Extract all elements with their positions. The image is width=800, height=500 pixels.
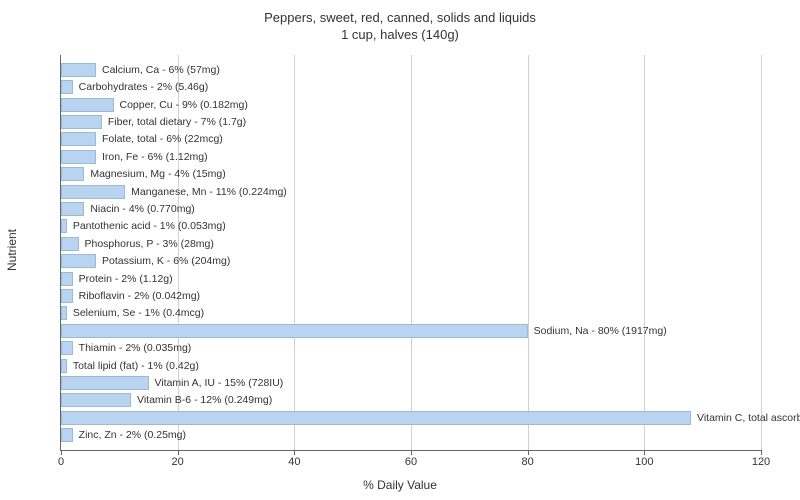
plot-area: Calcium, Ca - 6% (57mg) Carbohydrates - 2… [60,55,761,451]
bar [61,63,96,77]
bar [61,393,131,407]
bar-row: Sodium, Na - 80% (1917mg) [61,323,761,338]
bar-label: Vitamin C, total ascorbic acid - 108% (6… [694,412,800,424]
xtick-label: 20 [172,456,184,468]
bar [61,98,114,112]
chart-title: Peppers, sweet, red, canned, solids and … [0,0,800,44]
bar [61,376,149,390]
bar-label: Pantothenic acid - 1% (0.053mg) [70,220,226,232]
xtick-mark [294,450,295,455]
bar-label: Sodium, Na - 80% (1917mg) [531,325,667,337]
bar [61,132,96,146]
bar-row: Vitamin B-6 - 12% (0.249mg) [61,393,761,408]
bar-row: Protein - 2% (1.12g) [61,271,761,286]
bar-row: Folate, total - 6% (22mcg) [61,132,761,147]
xtick-label: 0 [58,456,64,468]
bar-label: Carbohydrates - 2% (5.46g) [76,81,209,93]
bar-label: Zinc, Zn - 2% (0.25mg) [76,429,186,441]
bar [61,150,96,164]
xtick-label: 80 [522,456,534,468]
xtick-mark [761,450,762,455]
bar-row: Manganese, Mn - 11% (0.224mg) [61,184,761,199]
bar [61,411,691,425]
bar-row: Riboflavin - 2% (0.042mg) [61,288,761,303]
bar-label: Magnesium, Mg - 4% (15mg) [87,168,225,180]
bar-row: Selenium, Se - 1% (0.4mcg) [61,306,761,321]
bar-label: Total lipid (fat) - 1% (0.42g) [70,360,199,372]
bar [61,237,79,251]
bar-row: Phosphorus, P - 3% (28mg) [61,236,761,251]
xtick-mark [411,450,412,455]
bars-group: Calcium, Ca - 6% (57mg) Carbohydrates - 2… [61,61,761,444]
bar-row: Calcium, Ca - 6% (57mg) [61,62,761,77]
xtick-label: 100 [635,456,653,468]
bar-row: Iron, Fe - 6% (1.12mg) [61,149,761,164]
bar-row: Zinc, Zn - 2% (0.25mg) [61,428,761,443]
bar-row: Thiamin - 2% (0.035mg) [61,341,761,356]
bar [61,115,102,129]
bar-row: Pantothenic acid - 1% (0.053mg) [61,219,761,234]
bar [61,219,67,233]
bar-label: Copper, Cu - 9% (0.182mg) [117,99,248,111]
bar-row: Vitamin C, total ascorbic acid - 108% (6… [61,410,761,425]
bar-label: Selenium, Se - 1% (0.4mcg) [70,307,204,319]
bar [61,272,73,286]
xtick-mark [61,450,62,455]
bar [61,341,73,355]
bar-label: Vitamin B-6 - 12% (0.249mg) [134,394,272,406]
chart-container: Peppers, sweet, red, canned, solids and … [0,0,800,500]
xtick-label: 60 [405,456,417,468]
bar-row: Fiber, total dietary - 7% (1.7g) [61,114,761,129]
bar [61,359,67,373]
bar-label: Riboflavin - 2% (0.042mg) [76,290,200,302]
bar [61,428,73,442]
bar-row: Vitamin A, IU - 15% (728IU) [61,376,761,391]
bar-label: Potassium, K - 6% (204mg) [99,255,230,267]
xtick-mark [528,450,529,455]
title-line1: Peppers, sweet, red, canned, solids and … [0,10,800,27]
gridline [761,55,762,450]
bar-row: Carbohydrates - 2% (5.46g) [61,80,761,95]
xtick-mark [644,450,645,455]
xtick-label: 120 [752,456,770,468]
title-line2: 1 cup, halves (140g) [0,27,800,44]
bar [61,254,96,268]
bar-label: Manganese, Mn - 11% (0.224mg) [128,186,287,198]
bar-label: Fiber, total dietary - 7% (1.7g) [105,116,246,128]
y-axis-label: Nutrient [5,229,19,271]
bar-label: Folate, total - 6% (22mcg) [99,133,223,145]
xtick-label: 40 [288,456,300,468]
bar-label: Phosphorus, P - 3% (28mg) [82,238,214,250]
bar [61,185,125,199]
bar-label: Niacin - 4% (0.770mg) [87,203,194,215]
bar [61,289,73,303]
x-axis-label: % Daily Value [363,478,437,492]
bar-label: Calcium, Ca - 6% (57mg) [99,64,220,76]
bar-label: Thiamin - 2% (0.035mg) [76,342,192,354]
bar [61,202,84,216]
bar-row: Copper, Cu - 9% (0.182mg) [61,97,761,112]
bar [61,167,84,181]
xtick-mark [178,450,179,455]
bar-label: Vitamin A, IU - 15% (728IU) [152,377,284,389]
bar-label: Iron, Fe - 6% (1.12mg) [99,151,208,163]
bar-label: Protein - 2% (1.12g) [76,273,173,285]
bar [61,324,528,338]
bar-row: Niacin - 4% (0.770mg) [61,201,761,216]
bar [61,306,67,320]
bar-row: Potassium, K - 6% (204mg) [61,254,761,269]
bar-row: Magnesium, Mg - 4% (15mg) [61,167,761,182]
bar-row: Total lipid (fat) - 1% (0.42g) [61,358,761,373]
bar [61,80,73,94]
